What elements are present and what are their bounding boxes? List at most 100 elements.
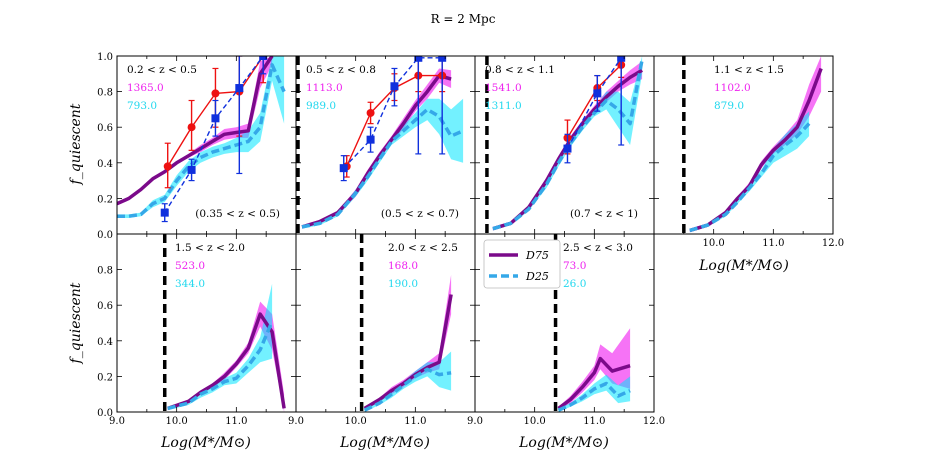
reference-blue-line: [566, 57, 622, 149]
x-axis-label: Log(M*/M⊙): [698, 258, 789, 274]
y-tick-label: 0.0: [97, 230, 113, 241]
reference-red-point: [211, 89, 220, 98]
panel-plot-area: [363, 274, 453, 412]
d25-band: [689, 111, 810, 233]
reference-blue-point: [366, 135, 375, 144]
reference-blue-point: [390, 82, 399, 91]
x-tick-label: 12.0: [643, 416, 665, 427]
panel-redshift-label: 1.1 < z < 1.5: [714, 64, 784, 76]
panel-count-d75: 1541.0: [485, 82, 522, 94]
x-tick-label: 11.0: [225, 416, 247, 427]
reference-blue-point: [235, 84, 244, 93]
panel-3: 0.8 < z < 1.1 1541.0 1311.0 (0.7 < z < 1): [474, 55, 655, 235]
panel-redshift-label: 0.8 < z < 1.1: [485, 64, 555, 76]
panel-count-d75: 1102.0: [714, 82, 751, 94]
panel-plot-area: [689, 56, 823, 233]
d25-band: [302, 98, 464, 229]
panel-count-d25: 190.0: [388, 278, 418, 290]
panel-count-d75: 523.0: [175, 260, 205, 272]
d25-band: [167, 283, 273, 411]
svg-text:f_quiescent: f_quiescent: [68, 282, 84, 364]
y-axis-label-top: f_quiescent: [68, 103, 84, 185]
reference-red-point: [366, 108, 375, 117]
panel-plot-area: [117, 56, 286, 223]
panel-count-d25: 1311.0: [485, 100, 522, 112]
d25-line: [689, 122, 811, 233]
panel-reference-label: (0.35 < z < 0.5): [195, 208, 280, 220]
reference-blue-point: [617, 56, 626, 62]
reference-blue-point: [211, 114, 220, 123]
panel-4: 1.1 < z < 1.5 1102.0 879.0: [653, 55, 834, 235]
legend: D75 D25: [483, 239, 561, 289]
reference-blue-point: [339, 164, 348, 173]
y-tick-label: 0.4: [97, 337, 113, 348]
x-axis-label: Log(M*/M⊙): [160, 435, 251, 451]
panel-1: 0.0 0.2 0.4 0.6 0.8 1.0 0.2 < z < 0.5 1365.0 793…: [97, 52, 297, 241]
x-tick-label: 11.0: [762, 238, 784, 249]
x-tick-label: 10.0: [345, 416, 367, 427]
x-tick-label: 9.0: [288, 416, 304, 427]
panel-redshift-label: 1.5 < z < 2.0: [175, 242, 245, 254]
panel-count-d75: 168.0: [388, 260, 418, 272]
panel-count-d25: 879.0: [714, 100, 744, 112]
y-tick-label: 0.8: [97, 266, 113, 277]
d25-line: [117, 63, 286, 218]
reference-blue-point: [438, 56, 447, 62]
panel-2: 0.5 < z < 0.8 1113.0 989.0 (0.5 < z < 0.7): [295, 55, 476, 235]
x-tick-label: 12.0: [822, 238, 844, 249]
panel-count-d25: 26.0: [563, 278, 586, 290]
y-tick-label: 0.2: [97, 194, 113, 205]
panel-redshift-label: 0.5 < z < 0.8: [306, 64, 376, 76]
d25-line: [363, 367, 452, 412]
y-tick-label: 0.6: [97, 301, 113, 312]
y-tick-label: 0.8: [97, 88, 113, 99]
panel-count-d25: 989.0: [306, 100, 336, 112]
reference-red-point: [163, 162, 172, 171]
panel-plot-area: [167, 283, 286, 412]
reference-blue-point: [259, 56, 268, 60]
d25-line: [167, 320, 274, 411]
x-axis-label: Log(M*/M⊙): [339, 435, 430, 451]
panel-plot-area: [557, 328, 631, 412]
panel-count-d75: 73.0: [563, 260, 586, 272]
reference-blue-point: [414, 56, 423, 62]
d75-band: [364, 274, 452, 411]
reference-blue-point: [187, 165, 196, 174]
y-tick-label: 0.6: [97, 123, 113, 134]
panel-count-d75: 1365.0: [127, 82, 164, 94]
d75-line: [363, 294, 453, 410]
reference-red-point: [187, 123, 196, 132]
d75-line: [301, 73, 452, 229]
panel-count-d25: 793.0: [127, 100, 157, 112]
figure-title: R = 2 Mpc: [431, 12, 496, 26]
d75-line: [689, 67, 823, 233]
reference-blue-point: [593, 89, 602, 98]
x-tick-label: 11.0: [583, 416, 605, 427]
x-tick-label: 10.0: [166, 416, 188, 427]
d75-line: [117, 56, 274, 206]
d25-line: [557, 381, 631, 412]
d75-line: [557, 356, 631, 410]
y-tick-label: 0.0: [97, 408, 113, 419]
x-tick-label: 11.0: [404, 416, 426, 427]
x-axis-label: Log(M*/M⊙): [518, 435, 609, 451]
reference-blue-point: [563, 144, 572, 153]
panel-plot-area: [492, 56, 644, 231]
x-tick-label: 9.0: [109, 416, 125, 427]
panel-plot-area: [301, 56, 464, 229]
y-tick-label: 0.4: [97, 159, 113, 170]
x-tick-label: 9.0: [467, 416, 483, 427]
y-axis-label-bottom: f_quiescent: [68, 282, 84, 364]
panel-redshift-label: 0.2 < z < 0.5: [127, 64, 197, 76]
d25-line: [492, 59, 644, 231]
panel-redshift-label: 2.5 < z < 3.0: [563, 242, 633, 254]
svg-text:f_quiescent: f_quiescent: [68, 103, 84, 185]
d25-line: [301, 107, 464, 229]
panel-6: 2.0 < z < 2.5 168.0 190.0: [295, 233, 476, 413]
panel-count-d75: 1113.0: [306, 82, 343, 94]
panel-count-d25: 344.0: [175, 278, 205, 290]
panel-reference-label: (0.5 < z < 0.7): [381, 208, 459, 220]
panel-reference-label: (0.7 < z < 1): [570, 208, 638, 220]
panel-redshift-label: 2.0 < z < 2.5: [388, 242, 458, 254]
